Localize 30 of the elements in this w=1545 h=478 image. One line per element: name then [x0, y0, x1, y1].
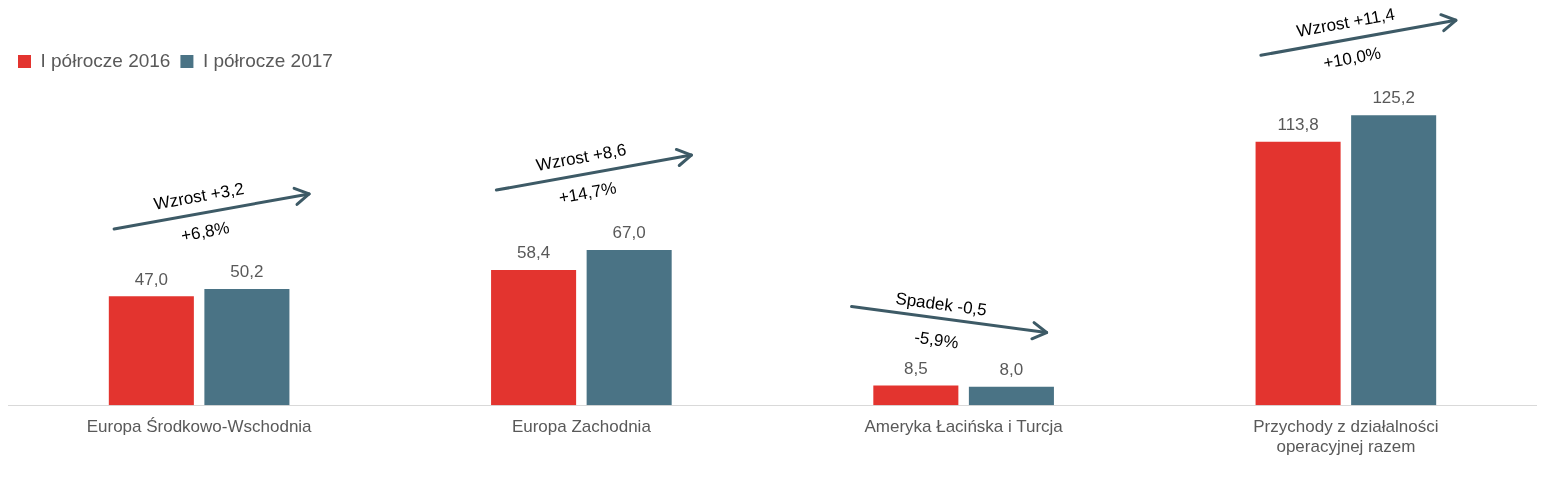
- x-tick-label: Europa Środkowo-Wschodnia: [86, 417, 313, 437]
- bar: [108, 296, 194, 406]
- data-label: 50,2: [230, 262, 264, 282]
- bar: [204, 288, 290, 406]
- annotation: +6,8%: [179, 218, 231, 246]
- annotation: Wzrost +8,6: [534, 140, 628, 175]
- bar: [491, 269, 577, 406]
- annotation: +14,7%: [557, 178, 618, 208]
- legend-label: I półrocze 2016: [40, 49, 171, 71]
- bar: [873, 385, 959, 406]
- text: Wzrost +11,4: [1295, 4, 1397, 41]
- data-label: 67,0: [612, 223, 646, 243]
- data-label: 8,5: [904, 358, 928, 378]
- bar: [586, 250, 672, 406]
- data-label: 58,4: [517, 243, 551, 263]
- data-label: 47,0: [134, 269, 168, 289]
- annotation: Wzrost +3,2: [152, 178, 246, 214]
- data-label: 8,0: [999, 359, 1024, 379]
- bar: [968, 386, 1054, 406]
- text: +10,0%: [1321, 43, 1383, 73]
- x-tick-label: Europa Zachodnia: [511, 417, 652, 437]
- annotation: Spadek -0,5: [894, 288, 988, 320]
- x-tick-label: Przychody z działalności operacyjnej razem: [1253, 417, 1439, 457]
- x-tick-label: Ameryka Łacińska i Turcja: [864, 417, 1064, 437]
- bar: [1255, 141, 1341, 406]
- legend-label: I półrocze 2017: [202, 49, 333, 71]
- data-label: 113,8: [1277, 114, 1319, 134]
- bar: [1351, 115, 1437, 406]
- annotation: -5,9%: [913, 327, 960, 353]
- data-label: 125,2: [1372, 88, 1415, 108]
